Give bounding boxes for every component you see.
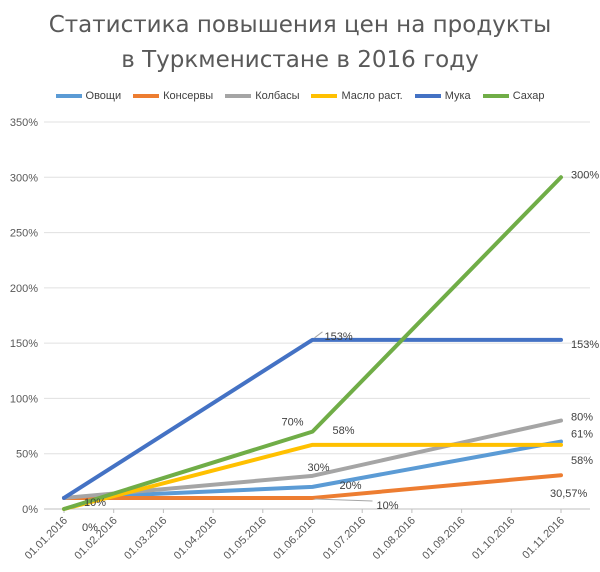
data-label: 300% xyxy=(571,169,599,181)
series-line-Масло раст. xyxy=(62,442,563,511)
y-tick-label: 300% xyxy=(10,172,38,184)
legend-item: Сахар xyxy=(482,90,545,102)
legend-label: Овощи xyxy=(85,90,122,102)
data-label: 10% xyxy=(377,500,399,512)
legend-label: Масло раст. xyxy=(341,90,403,102)
chart-title-line-1: Статистика повышения цен на продукты xyxy=(48,12,552,38)
legend-swatch xyxy=(225,94,252,98)
chart-title-line-2: в Туркменистане в 2016 году xyxy=(121,47,479,73)
x-tick-label: 01.07.2016 xyxy=(321,515,368,562)
legend-swatch xyxy=(55,94,82,98)
data-label: 20% xyxy=(340,480,362,492)
x-tick-label: 01.05.2016 xyxy=(222,515,269,562)
data-label: 61% xyxy=(571,429,593,441)
legend-item: Колбасы xyxy=(225,90,299,102)
y-tick-label: 0% xyxy=(22,504,38,516)
y-tick-label: 250% xyxy=(10,228,38,240)
x-tick-label: 01.10.2016 xyxy=(470,515,517,562)
legend-item: Мука xyxy=(414,90,471,102)
legend-swatch xyxy=(414,94,441,98)
data-label: 30,57% xyxy=(550,488,588,500)
y-tick-label: 350% xyxy=(10,117,38,129)
legend-label: Мука xyxy=(444,90,471,102)
data-label: 153% xyxy=(325,331,353,343)
series-line-Колбасы xyxy=(62,418,563,500)
x-tick-label: 01.08.2016 xyxy=(371,515,418,562)
y-tick-label: 200% xyxy=(10,283,38,295)
legend-item: Овощи xyxy=(55,90,122,102)
chart-legend: Овощи Консервы Колбасы Масло раст. Мука Сахар xyxy=(0,88,600,104)
y-tick-label: 100% xyxy=(10,393,38,405)
x-tick-label: 01.04.2016 xyxy=(172,515,219,562)
data-label: 153% xyxy=(571,339,599,351)
data-label: 58% xyxy=(571,455,593,467)
data-label: 58% xyxy=(333,425,355,437)
data-label-leader xyxy=(314,498,373,502)
data-label: 80% xyxy=(571,412,593,424)
series-line-Сахар xyxy=(62,175,563,511)
series-line-Мука xyxy=(62,337,563,500)
x-tick-label: 01.06.2016 xyxy=(271,515,318,562)
series-line-Консервы xyxy=(62,473,563,500)
chart-title: Статистика повышения цен на продукты в Т… xyxy=(0,8,600,78)
x-tick-label: 01.01.2016 xyxy=(23,515,70,562)
x-tick-label: 01.03.2016 xyxy=(122,515,169,562)
data-label: 70% xyxy=(282,417,304,429)
legend-label: Консервы xyxy=(163,90,214,102)
data-label: 0% xyxy=(82,522,98,534)
data-label: 10% xyxy=(84,497,106,509)
data-label: 30% xyxy=(308,462,330,474)
legend-label: Сахар xyxy=(512,90,545,102)
legend-swatch xyxy=(133,94,160,98)
x-tick-label: 01.11.2016 xyxy=(520,515,567,562)
legend-swatch xyxy=(482,94,509,98)
legend-item: Масло раст. xyxy=(311,90,403,102)
legend-item: Консервы xyxy=(133,90,213,102)
legend-swatch xyxy=(311,94,338,98)
y-tick-label: 150% xyxy=(10,338,38,350)
y-tick-label: 50% xyxy=(16,449,38,461)
legend-label: Колбасы xyxy=(255,90,300,102)
series-line-Овощи xyxy=(62,439,563,500)
data-label-leader xyxy=(314,331,323,339)
x-tick-label: 01.09.2016 xyxy=(420,515,467,562)
